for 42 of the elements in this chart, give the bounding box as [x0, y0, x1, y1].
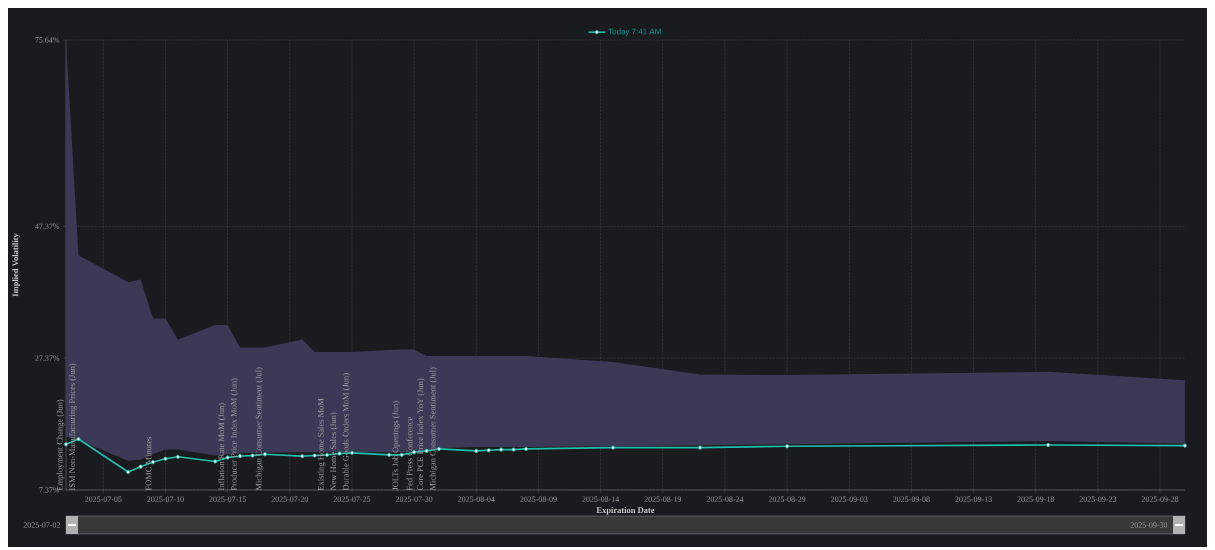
data-label: New Home Sales (Jun): [330, 412, 338, 491]
data-label: ISM Non-Manufacturing Prices (Jun): [68, 363, 77, 491]
point: [499, 447, 504, 452]
point: [697, 445, 703, 450]
data-label: Michigan Consumer Sentiment (Jul): [429, 367, 438, 491]
point: [126, 469, 131, 475]
point: [324, 452, 330, 457]
point: [250, 453, 255, 458]
data-label: JOLTs Job Openings (Jun): [392, 401, 400, 491]
data-label: Fed Press Conference: [406, 417, 413, 491]
point: [262, 452, 268, 457]
point: [337, 451, 342, 456]
point: [163, 456, 168, 461]
point: [474, 448, 479, 453]
point: [213, 459, 218, 464]
point: [424, 448, 429, 453]
point: [138, 464, 143, 469]
data-label: Core PCE Price Index YoY (Jun): [417, 378, 425, 491]
point: [610, 445, 616, 450]
point: [1182, 443, 1187, 448]
point: [349, 450, 355, 455]
point: [436, 446, 442, 452]
data-label: Durable Goods Orders MoM (Jun): [342, 373, 351, 491]
point: [300, 454, 305, 459]
point: [511, 447, 516, 452]
point: [399, 452, 404, 457]
point: [237, 454, 243, 459]
data-label: Michigan Consumer Sentiment (Jul): [255, 367, 264, 491]
point: [784, 444, 790, 449]
point: [523, 446, 529, 452]
point: [225, 455, 230, 460]
x-axis-title: Expiration Date: [596, 507, 655, 515]
data-label: Existing Home Sales MoM: [317, 398, 326, 491]
data-label: Inflation Rate MoM (Jun): [218, 403, 226, 491]
point: [312, 453, 317, 458]
data-label: Producer Price Index MoM (Jun): [230, 378, 239, 491]
point: [1046, 442, 1051, 448]
y-axis-title: Implied Volatility: [12, 233, 20, 297]
point: [486, 448, 491, 453]
point: [387, 452, 392, 457]
point: [175, 454, 180, 459]
data-label: FOMC Minutes: [145, 437, 152, 491]
